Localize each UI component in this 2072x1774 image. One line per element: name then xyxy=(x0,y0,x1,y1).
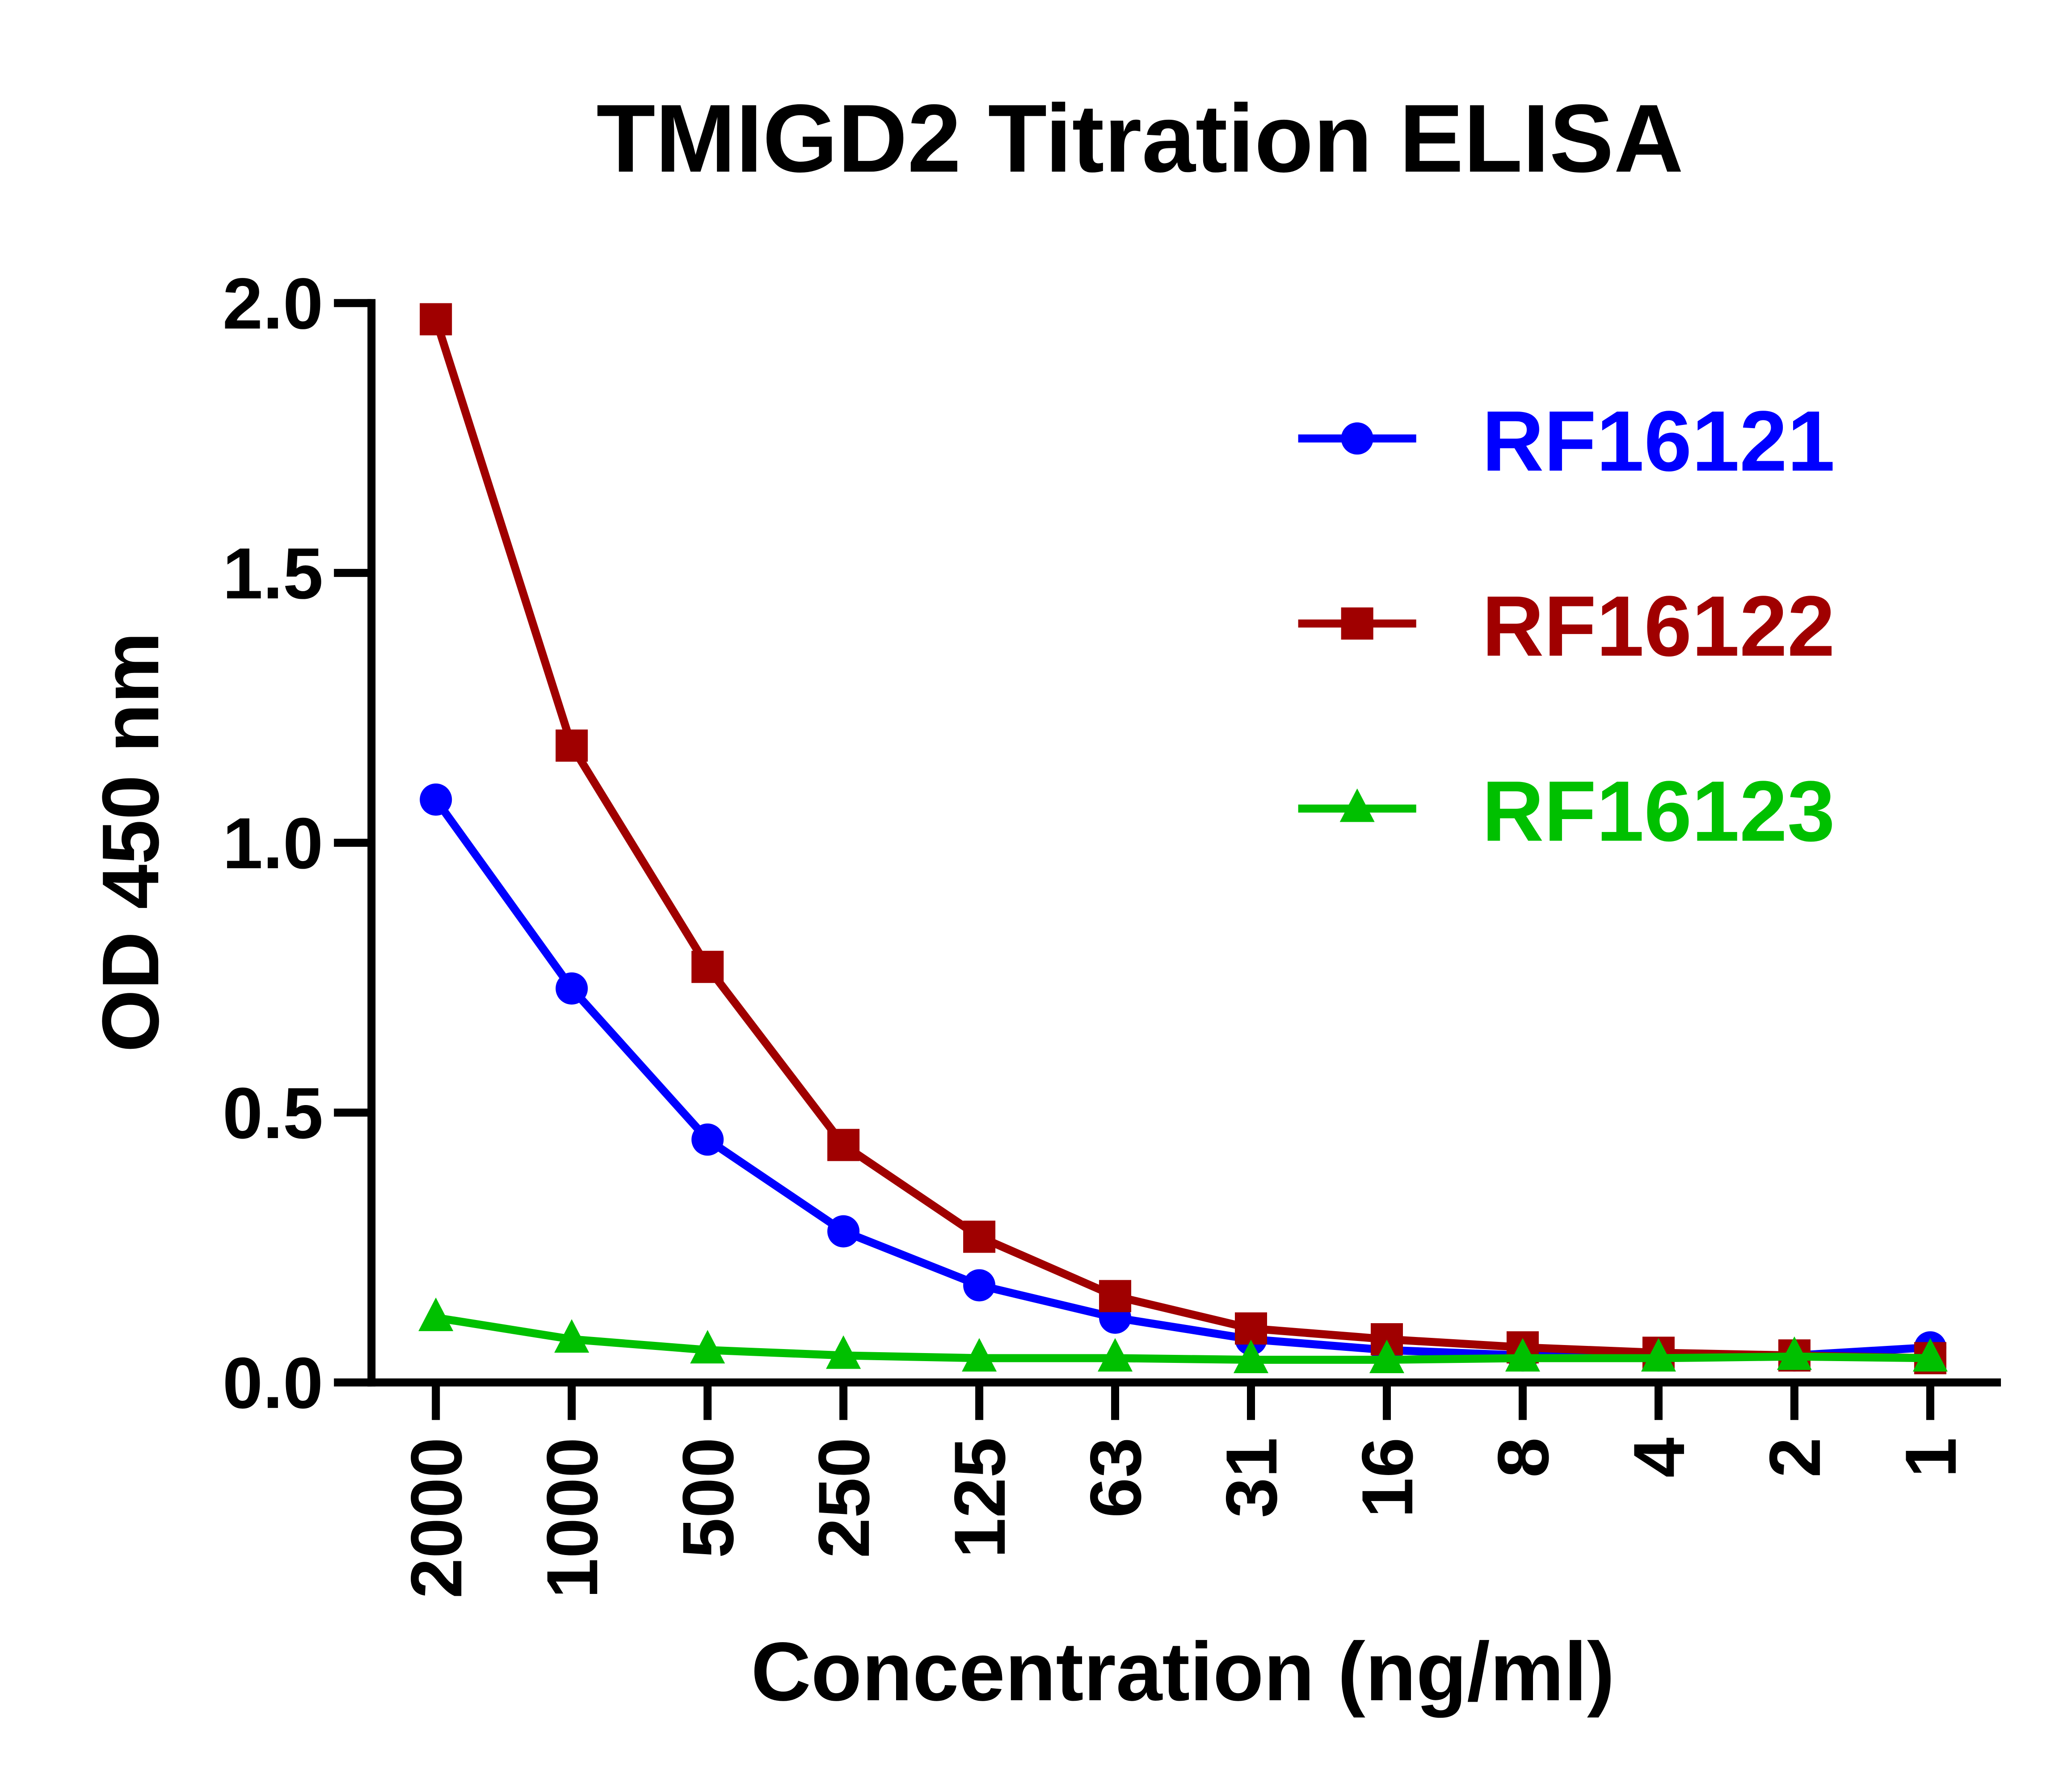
series-line xyxy=(432,318,1931,1362)
series-line xyxy=(435,1313,1930,1364)
data-point xyxy=(1912,1338,1948,1372)
x-tick-label: 125 xyxy=(939,1438,1020,1558)
data-point xyxy=(418,1297,454,1331)
data-point xyxy=(963,1269,996,1302)
y-tick-label: 0.5 xyxy=(223,1073,323,1154)
y-tick-label: 0.0 xyxy=(223,1343,323,1424)
x-tick-label: 500 xyxy=(668,1438,749,1558)
x-tick-label: 31 xyxy=(1211,1438,1292,1518)
data-point xyxy=(1233,1340,1269,1374)
legend-label: RF16122 xyxy=(1482,578,1835,674)
legend-item: RF16123 xyxy=(1298,763,1835,859)
x-tick-label: 1 xyxy=(1891,1438,1971,1478)
x-tick-label: 1000 xyxy=(532,1438,613,1598)
data-point xyxy=(827,1215,860,1248)
legend-marker xyxy=(1339,788,1375,822)
data-point xyxy=(420,303,452,336)
y-tick-label: 1.0 xyxy=(223,803,323,884)
data-point xyxy=(690,1330,725,1364)
x-tick-label: 4 xyxy=(1619,1438,1700,1478)
legend: RF16121 RF16122 RF16123 xyxy=(1298,393,1835,859)
x-tick-label: 63 xyxy=(1075,1438,1156,1518)
y-tick-label: 1.5 xyxy=(223,533,323,614)
y-axis-label: OD 450 nm xyxy=(86,632,176,1052)
legend-marker xyxy=(1341,422,1373,455)
data-point xyxy=(826,1335,861,1369)
data-point xyxy=(1369,1340,1404,1374)
y-tick-label: 2.0 xyxy=(223,263,323,344)
data-point xyxy=(691,1123,724,1156)
data-point xyxy=(420,783,452,816)
series-group xyxy=(418,303,1948,1375)
data-point xyxy=(827,1129,860,1161)
data-point xyxy=(691,950,724,983)
x-tick-label: 8 xyxy=(1483,1438,1564,1478)
data-point xyxy=(554,1319,590,1353)
legend-label: RF16123 xyxy=(1482,763,1835,859)
legend-item: RF16122 xyxy=(1298,578,1835,674)
chart-title: TMIGD2 Titration ELISA xyxy=(596,84,1683,192)
x-tick-label: 250 xyxy=(804,1438,884,1558)
data-point xyxy=(1505,1338,1540,1372)
legend-label: RF16121 xyxy=(1482,393,1835,489)
data-point xyxy=(1234,1312,1268,1345)
x-tick-label: 16 xyxy=(1347,1438,1428,1518)
data-point xyxy=(962,1338,997,1372)
series-RF16123 xyxy=(418,1297,1948,1374)
data-point xyxy=(556,972,588,1005)
x-tick-label: 2 xyxy=(1755,1438,1836,1478)
data-point xyxy=(1641,1338,1676,1372)
data-point xyxy=(1777,1336,1812,1370)
x-tick-label: 2000 xyxy=(396,1438,477,1598)
x-axis-label: Concentration (ng/ml) xyxy=(751,1626,1615,1718)
axes: 0.0 0.5 1.0 1.5 2.0 2000 1000 500 250 125 63 31 16 8 4… xyxy=(223,263,2001,1598)
data-point xyxy=(963,1220,996,1253)
data-point xyxy=(1099,1280,1132,1312)
data-point xyxy=(556,729,588,762)
legend-marker xyxy=(1341,607,1373,640)
legend-item: RF16121 xyxy=(1298,393,1835,489)
data-point xyxy=(1098,1338,1133,1372)
